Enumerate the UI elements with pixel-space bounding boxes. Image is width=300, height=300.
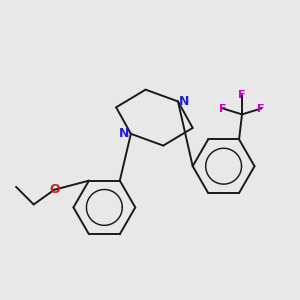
Text: O: O xyxy=(49,183,60,196)
Text: N: N xyxy=(179,95,190,108)
Text: F: F xyxy=(257,103,265,113)
Text: F: F xyxy=(238,90,246,100)
Text: N: N xyxy=(119,127,130,140)
Text: F: F xyxy=(219,103,226,113)
